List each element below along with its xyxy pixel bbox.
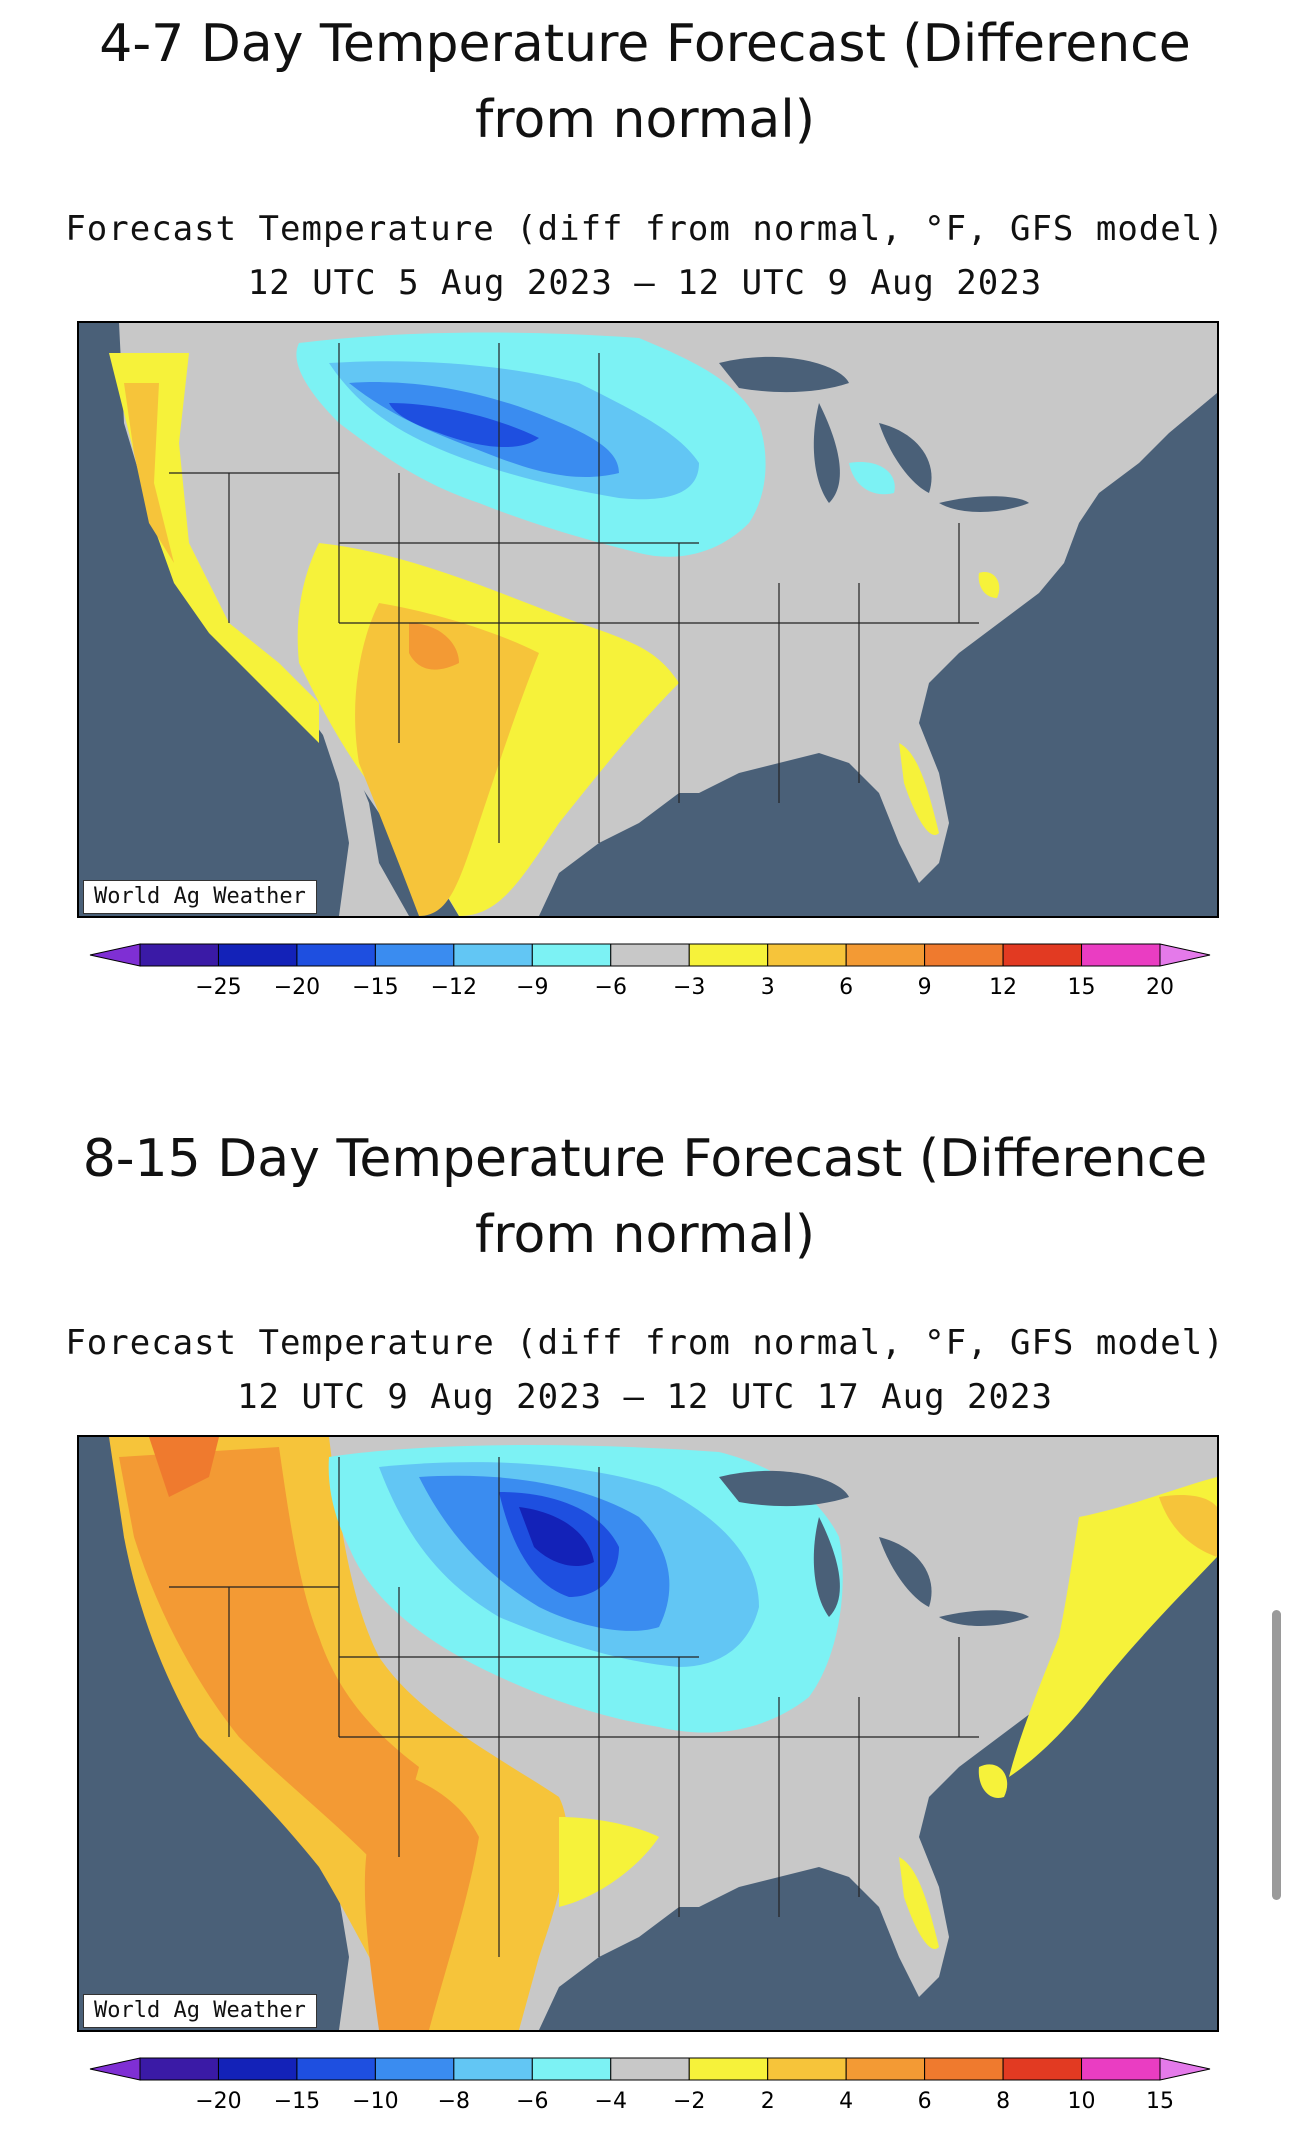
legend-tick-label: −4 [595,2089,627,2114]
legend-swatch [531,943,612,967]
legend-arrow-high [1159,2057,1211,2081]
legend-tick-label: 3 [761,975,775,1000]
legend-arrow-low [89,2057,141,2081]
legend-arrow-low [89,943,141,967]
temperature-anomaly-map: World Ag Weather [77,321,1219,918]
legend-swatch [453,943,533,967]
legend-tick-label: −20 [195,2089,241,2114]
legend-swatch [296,2057,376,2081]
legend-tick-label: 6 [918,2089,932,2114]
legend-swatch [688,2057,769,2081]
legend-tick-label: 20 [1146,975,1174,1000]
legend-tick-label: −12 [431,975,477,1000]
legend-swatch [845,2057,926,2081]
panel-heading: 4-7 Day Temperature Forecast (Difference… [99,14,1191,150]
temperature-anomaly-map: World Ag Weather [77,1435,1219,2032]
legend-arrow-high [1159,943,1211,967]
legend-tick-label: −6 [516,2089,548,2114]
legend-swatch [531,2057,612,2081]
color-scale-legend: −25−20−15−12−9−6−336912152025 [89,943,1211,1000]
legend-swatch [767,2057,847,2081]
legend-swatch [296,943,376,967]
legend-tick-label: 10 [1068,2089,1096,2114]
legend-tick-label: 8 [996,2089,1010,2114]
map-credit-label: World Ag Weather [83,1994,317,2028]
legend-tick-label: −9 [516,975,548,1000]
map-subtitle-line2: 12 UTC 9 Aug 2023 – 12 UTC 17 Aug 2023 [237,1377,1053,1417]
legend-tick-label: 4 [839,2089,853,2114]
legend-swatch [610,2057,690,2081]
legend-swatch [924,943,1004,967]
legend-tick-label: −25 [195,975,241,1000]
legend-tick-label: −8 [438,2089,470,2114]
legend-tick-label: 6 [839,975,853,1000]
legend-swatch [139,2057,219,2081]
legend-swatch [1081,943,1161,967]
legend-swatch [217,943,298,967]
map-subtitle-line1: Forecast Temperature (diff from normal, … [65,1323,1225,1363]
legend-swatch [453,2057,533,2081]
legend-tick-label: −6 [595,975,627,1000]
legend-swatch [924,2057,1004,2081]
legend-swatch [845,943,926,967]
legend-tick-label: 15 [1146,2089,1174,2114]
legend-swatch [139,943,219,967]
map-graphic [79,1437,1217,2030]
legend-tick-label: −15 [352,975,398,1000]
legend-swatch [610,943,690,967]
legend-swatch [1002,943,1083,967]
legend-tick-label: −3 [673,975,705,1000]
legend-tick-label: 2 [761,2089,775,2114]
legend-tick-label: 12 [989,975,1017,1000]
map-subtitle-line1: Forecast Temperature (diff from normal, … [65,209,1225,249]
legend-tick-label: −2 [673,2089,705,2114]
legend-tick-label: 15 [1068,975,1096,1000]
vertical-scrollbar[interactable] [1272,1610,1281,1900]
legend-swatch [217,2057,298,2081]
legend-swatch [374,943,455,967]
legend-tick-label: −10 [352,2089,398,2114]
legend-tick-label: −20 [274,975,320,1000]
legend-tick-label: 9 [918,975,932,1000]
legend-swatch [1002,2057,1083,2081]
legend-swatch [1081,2057,1161,2081]
panel-heading: 8-15 Day Temperature Forecast (Differenc… [82,1129,1208,1265]
map-graphic [79,323,1217,916]
map-credit-label: World Ag Weather [83,880,317,914]
color-scale-legend: −20−15−10−8−6−4−22468101520 [89,2057,1211,2114]
legend-tick-label: −15 [274,2089,320,2114]
legend-swatch [688,943,769,967]
legend-swatch [374,2057,455,2081]
map-subtitle-line2: 12 UTC 5 Aug 2023 – 12 UTC 9 Aug 2023 [247,263,1043,303]
legend-swatch [767,943,847,967]
